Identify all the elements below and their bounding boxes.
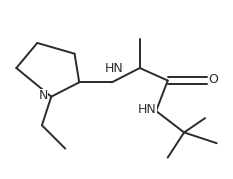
Text: N: N bbox=[38, 89, 48, 102]
Text: HN: HN bbox=[137, 103, 156, 116]
Text: O: O bbox=[208, 73, 218, 86]
Text: HN: HN bbox=[105, 62, 123, 74]
